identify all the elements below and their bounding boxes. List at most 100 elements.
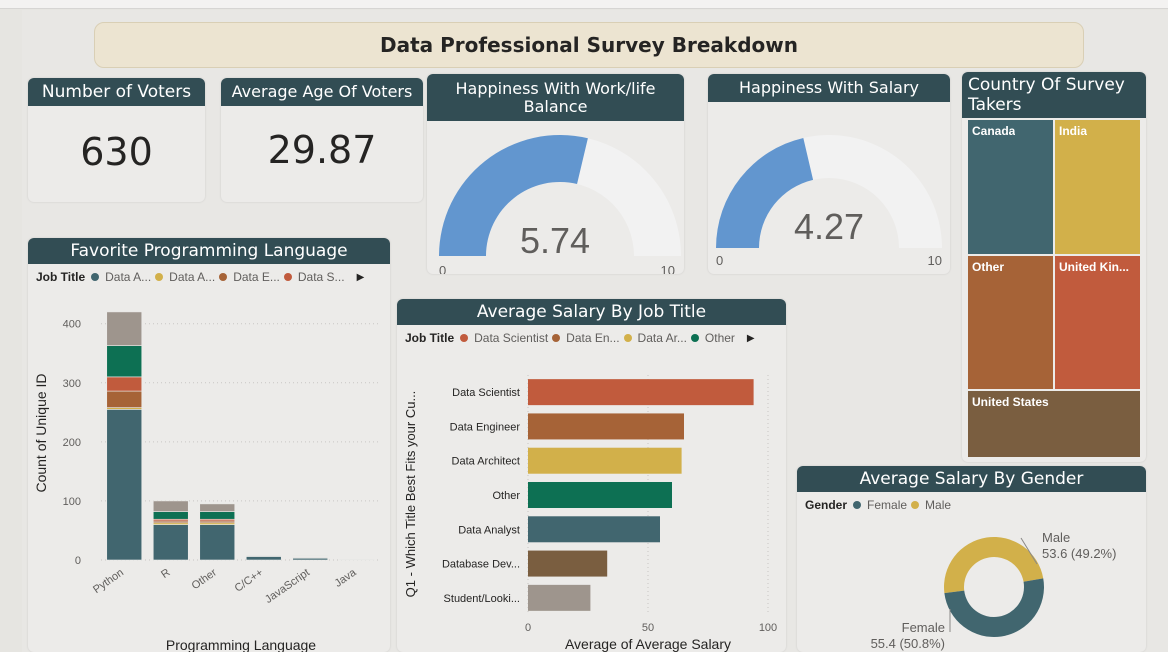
salary-by-job-title: Average Salary By Job Title	[397, 299, 786, 325]
x-tick-label: C/C++	[233, 567, 266, 595]
x-tick-label: Other	[190, 566, 220, 592]
bar-segment	[245, 556, 282, 561]
gauge-work-life-chart: 5.74 0 10	[439, 135, 681, 274]
treemap-label-united-kingdom: United Kin...	[1059, 260, 1129, 274]
legend-item: Male	[925, 498, 952, 512]
gauge-work-life-value: 5.74	[520, 220, 590, 261]
kpi-card-age[interactable]: Average Age Of Voters 29.87	[221, 78, 423, 202]
programming-language-card[interactable]: Favorite Programming Language Job Title …	[28, 238, 390, 652]
x-axis-label: Programming Language	[166, 637, 316, 652]
legend-swatch	[283, 273, 292, 281]
legend-swatch	[91, 273, 100, 281]
legend-swatch	[219, 273, 228, 281]
bar-segment	[199, 503, 236, 512]
donut-label-male-name: Male	[1042, 530, 1070, 545]
treemap-cell-united-states[interactable]: United States	[968, 391, 1140, 457]
bar-segment	[106, 311, 143, 346]
kpi-age-value: 29.87	[267, 128, 377, 172]
salary-by-gender-legend[interactable]: Gender Female Male	[805, 498, 951, 512]
legend-title: Job Title	[36, 270, 86, 284]
country-treemap-card[interactable]: Country Of Survey Takers Canada India Ot…	[962, 72, 1146, 462]
kpi-card-voters[interactable]: Number of Voters 630	[28, 78, 205, 202]
x-tick-label: 50	[642, 622, 654, 634]
donut-slice-male	[944, 537, 1044, 594]
y-tick-label: 0	[75, 555, 81, 567]
legend-swatch	[623, 334, 632, 342]
bar-segment	[106, 376, 143, 392]
salary-by-gender-card[interactable]: Average Salary By Gender Gender Female M…	[797, 466, 1146, 652]
gauge-card-work-life[interactable]: Happiness With Work/life Balance 5.74 0 …	[427, 74, 684, 274]
legend-scroll-arrow-icon[interactable]: ▶	[356, 271, 365, 283]
legend-item: Data S...	[297, 270, 345, 284]
salary-by-job-legend[interactable]: Job Title Data Scientist Data En... Data…	[405, 331, 755, 345]
bar	[528, 482, 672, 508]
legend-swatch	[460, 334, 469, 342]
gauge-salary-max: 10	[928, 253, 942, 268]
gauge-card-salary[interactable]: Happiness With Salary 4.27 0 10	[708, 74, 950, 274]
bar-segment	[106, 409, 143, 561]
donut-label-female-name: Female	[902, 620, 945, 635]
legend-swatch	[911, 501, 920, 509]
y-tick-label: Data Scientist	[452, 387, 520, 399]
bar-segment	[338, 559, 375, 561]
bar	[528, 413, 684, 440]
dashboard-title: Data Professional Survey Breakdown	[380, 33, 798, 57]
y-axis-label: Count of Unique ID	[33, 373, 49, 492]
x-axis-label: Average of Average Salary	[565, 636, 731, 652]
treemap-cell-canada[interactable]: Canada	[968, 120, 1053, 254]
treemap-cell-united-kingdom[interactable]: United Kin...	[1055, 256, 1140, 389]
bar-segment	[199, 511, 236, 520]
programming-language-chart: 0 100 200 300 400 Python R Other C/C++JavaScript…	[33, 311, 380, 652]
programming-language-title: Favorite Programming Language	[28, 238, 390, 264]
treemap-label-india: India	[1059, 124, 1088, 138]
gauge-salary-fill	[716, 137, 814, 248]
y-tick-label: Other	[492, 490, 520, 502]
x-tick-label: R	[159, 567, 172, 581]
legend-scroll-arrow-icon[interactable]: ▶	[746, 332, 755, 344]
legend-item: Data Scientist	[474, 331, 549, 345]
gauge-salary-value: 4.27	[794, 206, 864, 247]
x-tick-label: JavaScript	[263, 567, 312, 606]
bar-segment	[152, 500, 189, 512]
legend-swatch	[853, 501, 862, 509]
gauge-work-life-min: 0	[439, 263, 446, 274]
gauge-salary-chart: 4.27 0 10	[716, 135, 942, 268]
bar-segment	[152, 511, 189, 520]
y-tick-label: Data Architect	[452, 456, 520, 468]
country-treemap-title: Country Of Survey Takers	[962, 72, 1146, 118]
y-tick-label: Data Engineer	[450, 421, 521, 433]
salary-by-gender-title: Average Salary By Gender	[797, 466, 1146, 492]
bar-segment	[106, 345, 143, 378]
legend-swatch	[690, 334, 699, 342]
bar	[528, 516, 660, 543]
y-tick-label: Student/Looki...	[444, 593, 520, 605]
x-tick-label: 0	[525, 622, 531, 634]
legend-item: Data E...	[233, 270, 280, 284]
programming-language-legend[interactable]: Job Title Data A... Data A... Data E... …	[36, 270, 364, 284]
report-top-bar	[0, 0, 1168, 9]
x-tick-label: 100	[759, 622, 777, 634]
donut-label-female-value: 55.4 (50.8%)	[871, 636, 945, 651]
treemap-cell-other[interactable]: Other	[968, 256, 1053, 389]
treemap-label-united-states: United States	[972, 395, 1049, 409]
bar-segment	[199, 524, 236, 561]
leader-line-male	[1020, 537, 1038, 565]
legend-title: Gender	[805, 498, 848, 512]
salary-by-job-card[interactable]: Average Salary By Job Title Job Title Da…	[397, 299, 786, 652]
legend-title: Job Title	[405, 331, 455, 345]
y-axis-label: Q1 - Which Title Best Fits your Cu...	[403, 391, 418, 598]
y-tick-label: 200	[63, 437, 81, 449]
donut-slice-female	[944, 578, 1044, 638]
kpi-voters-value: 630	[80, 130, 153, 174]
legend-item: Data En...	[566, 331, 620, 345]
bar-segment	[245, 555, 282, 557]
bar	[528, 447, 682, 474]
y-tick-label: 100	[63, 496, 81, 508]
treemap-cell-india[interactable]: India	[1055, 120, 1140, 254]
legend-item: Data A...	[169, 270, 216, 284]
legend-swatch	[155, 273, 164, 281]
gauge-work-life-title: Happiness With Work/life Balance	[427, 74, 684, 121]
report-canvas: Data Professional Survey Breakdown Numbe…	[22, 10, 1168, 652]
bar-segment	[106, 390, 143, 408]
